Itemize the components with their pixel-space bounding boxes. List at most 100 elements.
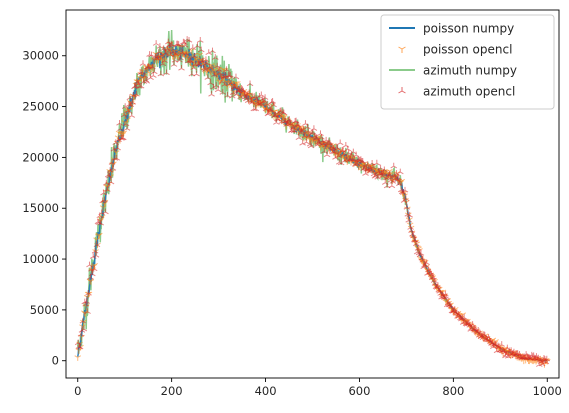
marker-azimuth-opencl <box>381 166 388 173</box>
marker-azimuth-opencl <box>196 37 204 43</box>
marker-azimuth-opencl <box>397 168 404 175</box>
marker-azimuth-opencl <box>76 343 84 350</box>
marker-azimuth-opencl <box>181 41 189 48</box>
legend-label: poisson opencl <box>423 43 512 57</box>
marker-azimuth-opencl <box>245 89 253 96</box>
y-axis: 0 5000 10000 15000 20000 25000 30000 <box>22 49 66 368</box>
marker-azimuth-opencl <box>280 109 288 116</box>
marker-azimuth-opencl <box>396 180 403 187</box>
marker-azimuth-opencl <box>417 250 425 256</box>
marker-azimuth-opencl <box>406 211 413 218</box>
marker-azimuth-opencl <box>299 139 306 146</box>
marker-azimuth-opencl <box>182 50 190 56</box>
marker-azimuth-opencl <box>267 106 275 113</box>
marker-azimuth-opencl <box>261 94 269 100</box>
marker-azimuth-opencl <box>150 68 158 75</box>
marker-azimuth-opencl <box>84 308 91 314</box>
marker-azimuth-opencl <box>386 170 394 177</box>
marker-azimuth-opencl <box>303 138 310 145</box>
marker-azimuth-opencl <box>148 51 155 58</box>
marker-azimuth-opencl <box>197 46 205 53</box>
marker-azimuth-opencl <box>373 159 381 166</box>
x-tick-label: 200 <box>161 384 183 398</box>
marker-azimuth-opencl <box>116 119 123 126</box>
y-tick-label: 15000 <box>22 201 59 215</box>
marker-azimuth-opencl <box>80 325 88 332</box>
axes-spines <box>65 9 560 379</box>
marker-azimuth-opencl <box>123 125 131 131</box>
marker-azimuth-opencl <box>187 57 195 64</box>
marker-azimuth-opencl <box>274 116 282 122</box>
marker-azimuth-opencl <box>185 36 193 43</box>
marker-azimuth-opencl <box>263 100 271 107</box>
marker-azimuth-opencl <box>83 298 90 304</box>
marker-azimuth-opencl <box>163 69 170 76</box>
marker-azimuth-opencl <box>100 189 107 196</box>
marker-azimuth-opencl <box>120 111 128 118</box>
y-tick-label: 30000 <box>22 49 59 63</box>
marker-azimuth-opencl <box>139 60 147 66</box>
marker-azimuth-opencl <box>304 127 312 134</box>
marker-azimuth-opencl <box>105 172 113 179</box>
marker-azimuth-opencl <box>206 64 213 70</box>
marker-azimuth-opencl <box>90 265 98 272</box>
marker-poisson-opencl <box>124 117 131 124</box>
x-tick-label: 0 <box>74 384 81 398</box>
marker-azimuth-opencl <box>229 89 237 95</box>
x-tick-label: 600 <box>348 384 370 398</box>
legend-label: azimuth numpy <box>423 64 517 78</box>
marker-azimuth-opencl <box>129 99 136 105</box>
marker-azimuth-opencl <box>395 174 402 181</box>
marker-azimuth-opencl <box>91 247 99 254</box>
marker-azimuth-opencl <box>543 355 551 362</box>
marker-azimuth-opencl <box>337 159 345 166</box>
marker-azimuth-opencl <box>419 256 427 263</box>
marker-poisson-opencl <box>145 70 153 77</box>
marker-azimuth-opencl <box>469 321 476 327</box>
marker-azimuth-opencl <box>412 240 420 247</box>
marker-azimuth-opencl <box>388 182 396 189</box>
legend-label: azimuth opencl <box>423 85 515 99</box>
marker-azimuth-opencl <box>157 70 165 77</box>
marker-azimuth-opencl <box>335 152 342 159</box>
marker-azimuth-opencl <box>103 179 110 186</box>
marker-azimuth-opencl <box>168 41 176 48</box>
x-axis: 0 200 400 600 800 1000 <box>74 378 562 398</box>
marker-azimuth-opencl <box>377 164 384 171</box>
marker-azimuth-opencl <box>334 144 341 151</box>
marker-azimuth-opencl <box>401 186 409 193</box>
marker-azimuth-opencl <box>205 49 213 55</box>
marker-azimuth-opencl <box>211 71 218 78</box>
marker-azimuth-opencl <box>161 57 168 64</box>
x-tick-label: 400 <box>255 384 277 398</box>
plot-area <box>74 29 551 368</box>
marker-azimuth-opencl <box>117 125 124 131</box>
legend: poisson numpy poisson opencl azimuth numpy… <box>380 14 555 110</box>
marker-azimuth-opencl <box>102 208 109 215</box>
marker-azimuth-opencl <box>113 154 121 161</box>
marker-azimuth-opencl <box>156 43 164 49</box>
marker-azimuth-opencl <box>133 90 140 97</box>
marker-azimuth-opencl <box>252 105 259 112</box>
marker-azimuth-opencl <box>390 162 398 169</box>
marker-azimuth-opencl <box>340 150 348 157</box>
marker-azimuth-opencl <box>208 90 215 97</box>
marker-azimuth-opencl <box>149 63 156 70</box>
marker-azimuth-opencl <box>227 71 234 78</box>
marker-azimuth-opencl <box>119 134 127 141</box>
marker-azimuth-opencl <box>414 245 422 251</box>
marker-poisson-opencl <box>87 279 95 285</box>
marker-azimuth-opencl <box>290 127 298 134</box>
marker-azimuth-opencl <box>219 89 227 95</box>
legend-handle <box>398 87 406 94</box>
marker-azimuth-opencl <box>307 142 315 149</box>
marker-azimuth-opencl <box>403 203 411 210</box>
x-tick-label: 1000 <box>533 384 562 398</box>
marker-azimuth-opencl <box>152 40 160 46</box>
marker-azimuth-opencl <box>232 73 240 80</box>
marker-azimuth-opencl <box>177 54 184 61</box>
marker-azimuth-opencl <box>216 69 224 76</box>
marker-azimuth-opencl <box>270 101 277 108</box>
marker-azimuth-opencl <box>193 70 200 77</box>
